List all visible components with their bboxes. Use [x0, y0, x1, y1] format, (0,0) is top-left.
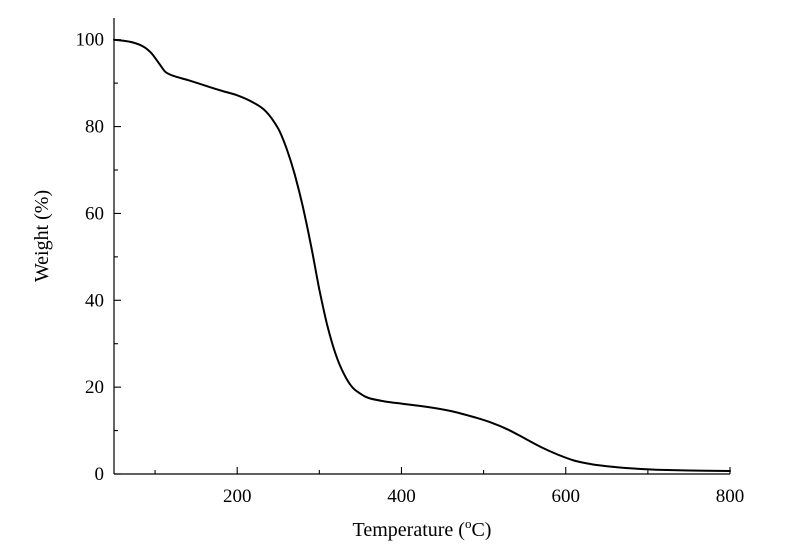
x-axis-title: Temperature (oC) [353, 516, 492, 541]
y-tick-label: 0 [95, 464, 105, 485]
y-tick-label: 80 [85, 117, 104, 138]
y-tick-label: 100 [76, 30, 105, 51]
x-ticks: 200 400 600 800 [154, 467, 745, 507]
x-tick-label: 200 [223, 486, 252, 507]
y-axis-title: Weight (%) [31, 190, 53, 282]
weight-series-line [113, 38, 731, 472]
x-tick-label: 400 [387, 486, 416, 507]
y-tick-label: 20 [85, 377, 104, 398]
y-tick-label: 40 [85, 290, 104, 311]
plot-area: 200 400 600 800 0 20 40 60 80 100 [76, 18, 745, 507]
x-tick-label: 800 [716, 486, 745, 507]
y-tick-label: 60 [85, 203, 104, 224]
x-tick-label: 600 [551, 486, 580, 507]
